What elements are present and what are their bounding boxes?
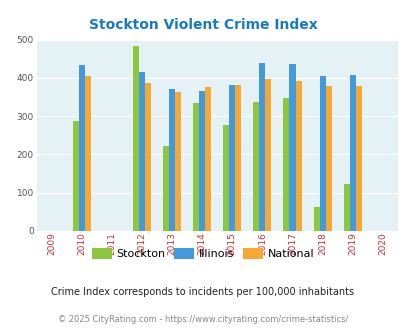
Bar	[132, 46, 139, 231]
Bar	[193, 103, 198, 231]
Bar	[205, 87, 211, 231]
Bar	[253, 102, 259, 231]
Bar	[343, 184, 349, 231]
Bar	[79, 65, 85, 231]
Legend: Stockton, Illinois, National: Stockton, Illinois, National	[87, 244, 318, 263]
Bar	[259, 63, 265, 231]
Bar	[162, 146, 168, 231]
Text: Crime Index corresponds to incidents per 100,000 inhabitants: Crime Index corresponds to incidents per…	[51, 287, 354, 297]
Bar	[168, 89, 175, 231]
Bar	[355, 86, 361, 231]
Text: Stockton Violent Crime Index: Stockton Violent Crime Index	[88, 18, 317, 32]
Bar	[283, 98, 289, 231]
Bar	[72, 121, 79, 231]
Bar	[223, 125, 229, 231]
Bar	[319, 76, 325, 231]
Bar	[349, 75, 355, 231]
Bar	[85, 76, 91, 231]
Bar	[145, 83, 151, 231]
Bar	[313, 207, 319, 231]
Bar	[234, 85, 241, 231]
Bar	[139, 72, 145, 231]
Bar	[265, 79, 271, 231]
Bar	[295, 81, 301, 231]
Bar	[199, 91, 205, 231]
Text: © 2025 CityRating.com - https://www.cityrating.com/crime-statistics/: © 2025 CityRating.com - https://www.city…	[58, 315, 347, 324]
Bar	[289, 64, 295, 231]
Bar	[175, 92, 181, 231]
Bar	[229, 85, 234, 231]
Bar	[325, 86, 331, 231]
